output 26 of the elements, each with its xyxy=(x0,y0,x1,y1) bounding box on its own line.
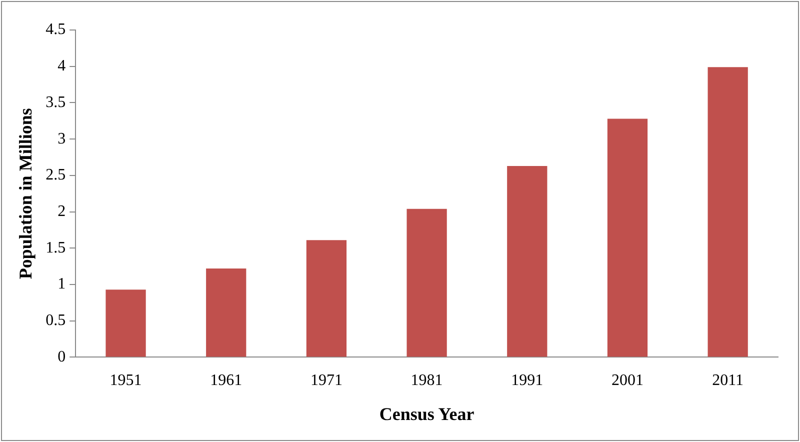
y-tick-label: 1 xyxy=(58,276,66,293)
y-tick-label: 2.5 xyxy=(46,166,66,184)
bar xyxy=(106,290,146,357)
bar xyxy=(306,240,347,357)
y-tick-label: 1.5 xyxy=(46,239,66,256)
x-tick-label: 2011 xyxy=(712,372,744,390)
y-tick-label: 2 xyxy=(58,202,66,220)
x-tick-label: 2001 xyxy=(611,372,644,390)
y-tick-label: 3 xyxy=(58,130,66,148)
bar xyxy=(406,208,447,357)
x-tick-label: 1981 xyxy=(410,372,443,390)
y-tick-label: 4 xyxy=(58,58,66,75)
y-axis-title: Population in Millions xyxy=(15,108,36,280)
y-tick-label: 4.5 xyxy=(46,21,66,38)
x-axis-title: Census Year xyxy=(379,404,474,424)
x-tick-label: 1961 xyxy=(210,372,242,390)
bar xyxy=(708,67,748,357)
x-tick-label: 1991 xyxy=(511,372,544,390)
bar xyxy=(206,268,246,357)
x-tick-label: 1971 xyxy=(310,372,342,390)
y-tick-label: 0 xyxy=(58,348,66,366)
x-tick-label: 1951 xyxy=(110,372,142,390)
bar xyxy=(507,166,548,357)
y-tick-label: 0.5 xyxy=(46,312,66,330)
bar xyxy=(607,118,648,357)
y-tick-label: 3.5 xyxy=(46,94,66,111)
